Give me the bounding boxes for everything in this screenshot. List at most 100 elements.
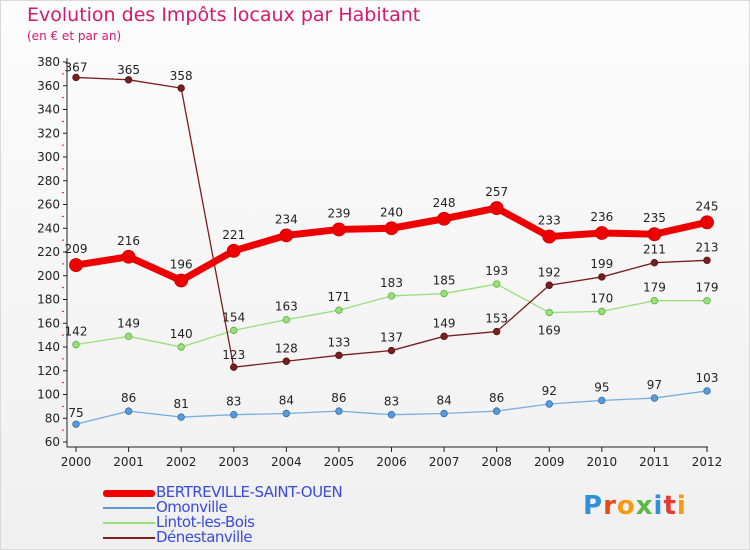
data-point xyxy=(647,227,662,242)
y-minor-tick xyxy=(62,168,64,170)
data-label: 153 xyxy=(485,312,508,326)
y-tick-label: 100 xyxy=(37,388,60,402)
data-point xyxy=(121,249,136,264)
data-point xyxy=(650,258,659,267)
data-point xyxy=(335,351,343,360)
data-label: 92 xyxy=(542,384,557,398)
data-label: 221 xyxy=(222,228,245,242)
data-point xyxy=(492,327,501,336)
data-point xyxy=(598,273,606,281)
data-label: 365 xyxy=(117,63,140,77)
data-point xyxy=(230,363,238,371)
data-label: 140 xyxy=(170,327,193,341)
data-label: 103 xyxy=(696,371,719,385)
data-label: 234 xyxy=(275,212,298,226)
data-point xyxy=(542,229,557,244)
data-point xyxy=(545,308,553,317)
axes: 60 80 100 120 140 160 180 200 220 240 260 280 300 320… xyxy=(37,55,722,469)
data-label: 149 xyxy=(433,316,456,330)
data-point xyxy=(437,211,451,226)
data-label: 142 xyxy=(65,325,88,339)
data-label: 171 xyxy=(327,290,350,304)
data-point xyxy=(124,407,133,415)
data-point xyxy=(703,296,711,305)
y-minor-tick xyxy=(62,334,64,336)
legend-label: BERTREVILLE-SAINT-OUEN xyxy=(156,483,343,501)
data-point xyxy=(384,221,399,236)
data-label: 245 xyxy=(696,199,719,213)
data-label: 86 xyxy=(121,391,136,405)
data-point xyxy=(492,280,501,288)
data-label: 83 xyxy=(226,395,241,409)
y-minor-tick xyxy=(62,310,64,312)
y-minor-tick xyxy=(62,144,64,146)
y-tick-label: 340 xyxy=(37,103,60,117)
y-tick-label: 80 xyxy=(45,411,60,425)
x-tick-label: 2009 xyxy=(534,455,565,469)
data-label: 196 xyxy=(170,258,193,272)
data-point xyxy=(177,343,185,351)
data-label: 137 xyxy=(380,331,403,345)
data-label: 86 xyxy=(489,391,504,405)
data-label: 123 xyxy=(222,348,245,362)
y-tick-label: 60 xyxy=(45,435,60,449)
data-label: 179 xyxy=(643,281,666,295)
data-point xyxy=(387,410,396,419)
data-label: 149 xyxy=(117,316,140,330)
data-point xyxy=(177,413,185,421)
x-tick-label: 2008 xyxy=(481,455,512,469)
data-label: 81 xyxy=(174,397,189,411)
proxiti-logo: Proxiti xyxy=(583,491,687,521)
data-point xyxy=(700,215,714,230)
data-point xyxy=(230,410,238,419)
data-label: 240 xyxy=(380,205,403,219)
y-tick-label: 160 xyxy=(37,316,60,330)
data-label: 183 xyxy=(380,276,403,290)
y-minor-tick xyxy=(62,263,64,265)
data-point xyxy=(387,292,396,300)
data-label: 233 xyxy=(538,214,561,228)
data-point xyxy=(387,346,396,355)
data-label: 163 xyxy=(275,300,298,314)
legend-swatch xyxy=(103,507,155,509)
y-minor-tick xyxy=(62,239,64,241)
data-point xyxy=(489,201,504,215)
logo-letter: x xyxy=(635,491,654,521)
y-tick-label: 220 xyxy=(37,245,60,259)
y-tick-label: 200 xyxy=(37,269,60,283)
data-label: 358 xyxy=(170,69,193,83)
data-point xyxy=(440,332,448,341)
data-label: 367 xyxy=(65,60,88,74)
data-point xyxy=(282,315,291,324)
data-point xyxy=(332,222,346,237)
y-tick-label: 300 xyxy=(37,150,60,164)
data-point xyxy=(279,228,294,243)
data-point xyxy=(440,409,448,418)
y-tick-label: 260 xyxy=(37,198,60,212)
y-tick-label: 240 xyxy=(37,221,60,235)
logo-letter: o xyxy=(616,491,636,521)
data-point xyxy=(335,407,343,415)
data-label: 239 xyxy=(327,206,350,220)
data-point xyxy=(594,226,609,240)
data-point xyxy=(72,340,80,349)
data-point xyxy=(230,326,238,335)
y-tick-label: 360 xyxy=(37,79,60,93)
y-minor-tick xyxy=(62,287,64,289)
data-label: 185 xyxy=(433,274,456,288)
chart-title: Evolution des Impôts locaux par Habitant xyxy=(27,4,421,26)
data-point xyxy=(226,243,241,258)
data-label: 236 xyxy=(590,210,613,224)
data-label: 199 xyxy=(590,257,613,271)
data-label: 95 xyxy=(594,380,609,394)
y-minor-tick xyxy=(62,382,64,384)
x-tick-label: 2010 xyxy=(587,455,618,469)
data-label: 154 xyxy=(222,310,245,324)
data-point xyxy=(650,296,659,305)
series-layer xyxy=(69,73,714,428)
y-minor-tick xyxy=(62,358,64,360)
data-point xyxy=(72,73,80,82)
x-tick-label: 2006 xyxy=(376,455,407,469)
data-label: 133 xyxy=(327,335,350,349)
